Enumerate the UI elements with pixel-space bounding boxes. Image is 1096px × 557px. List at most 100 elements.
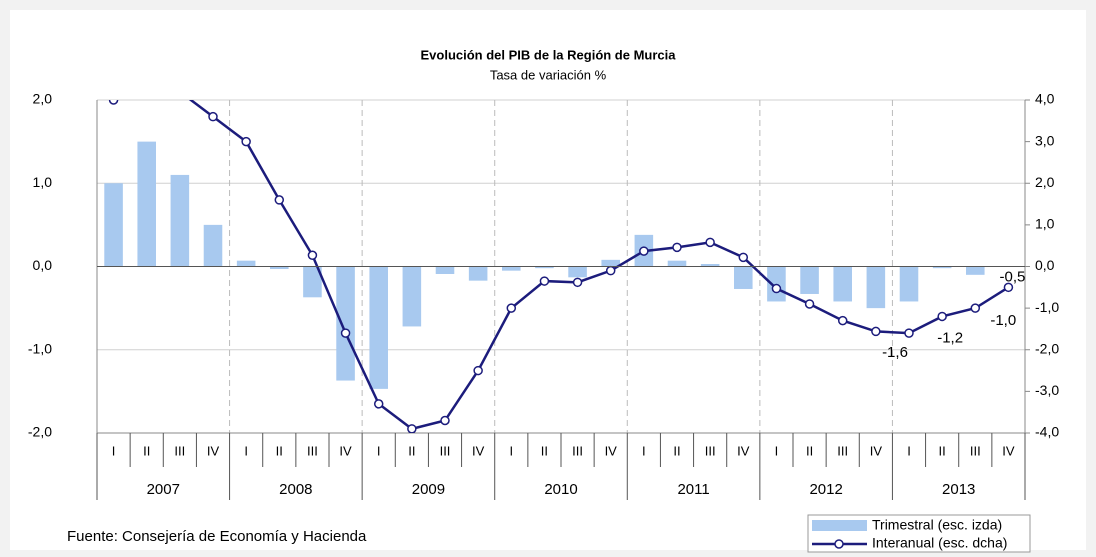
- x-tick-label: III: [174, 443, 185, 458]
- line-marker: [572, 277, 583, 288]
- line-marker: [241, 136, 251, 147]
- bar: [369, 266, 388, 389]
- legend-marker: [834, 539, 844, 549]
- bar: [203, 224, 223, 267]
- line-marker: [639, 246, 649, 256]
- line-marker: [340, 328, 351, 338]
- line-marker: [1003, 282, 1014, 293]
- y-tick-label: 2,0: [33, 91, 53, 107]
- y2-tick-label: 1,0: [1035, 216, 1055, 232]
- bar: [236, 260, 256, 267]
- x-tick-label: IV: [339, 443, 352, 458]
- x-tick-label: I: [775, 443, 779, 458]
- bar: [170, 174, 190, 267]
- x-tick-label: II: [673, 443, 680, 458]
- year-label: 2013: [942, 481, 975, 498]
- bar: [502, 266, 521, 271]
- line-marker: [407, 424, 417, 433]
- x-tick-label: I: [907, 443, 911, 458]
- line-marker: [506, 303, 517, 313]
- x-tick-label: IV: [472, 443, 485, 458]
- year-label: 2009: [412, 481, 445, 498]
- x-tick-label: III: [440, 443, 451, 458]
- bar: [270, 266, 289, 269]
- bar: [899, 266, 919, 302]
- x-tick-label: III: [705, 443, 716, 458]
- line-marker: [771, 283, 782, 294]
- line-marker: [871, 326, 881, 337]
- y-tick-label: 0,0: [33, 257, 53, 273]
- y2-tick-label: -4,0: [1035, 424, 1059, 440]
- bar: [568, 266, 587, 278]
- x-tick-label: IV: [605, 443, 618, 458]
- y2-tick-label: 3,0: [1035, 132, 1055, 148]
- line-marker: [738, 252, 749, 263]
- x-tick-label: II: [939, 443, 946, 458]
- y-tick-label: -2,0: [28, 424, 52, 440]
- legend-swatch: [812, 520, 867, 531]
- chart-title: Evolución del PIB de la Región de Murcia: [421, 47, 677, 62]
- data-label: -1,0: [990, 312, 1016, 329]
- x-tick-label: IV: [207, 443, 220, 458]
- bar: [700, 264, 720, 267]
- bar: [667, 260, 687, 267]
- data-label: -1,6: [882, 344, 908, 361]
- x-tick-label: I: [377, 443, 381, 458]
- x-tick-label: II: [276, 443, 283, 458]
- line-marker: [307, 250, 318, 261]
- bar: [137, 141, 156, 267]
- y-tick-label: 1,0: [33, 174, 53, 190]
- plot: [104, 100, 1014, 433]
- line-marker: [804, 299, 815, 309]
- y-tick-label: -1,0: [28, 340, 52, 356]
- x-tick-label: III: [970, 443, 981, 458]
- line-marker: [605, 265, 616, 276]
- data-label: -1,2: [937, 329, 963, 346]
- year-label: 2008: [279, 481, 312, 498]
- source: Fuente: Consejería de Economía y Haciend…: [67, 528, 367, 545]
- x-tick-label: II: [143, 443, 150, 458]
- bar: [833, 266, 852, 302]
- x-tick-label: I: [509, 443, 513, 458]
- bar: [734, 266, 753, 289]
- y2-tick-label: 4,0: [1035, 91, 1055, 107]
- line-marker: [937, 311, 947, 322]
- x-tick-label: III: [307, 443, 318, 458]
- x-tick-label: III: [837, 443, 848, 458]
- x-tick-label: IV: [737, 443, 750, 458]
- data-label: -0,5: [999, 268, 1025, 285]
- year-label: 2007: [147, 481, 180, 498]
- y2-tick-label: 2,0: [1035, 174, 1055, 190]
- line-marker: [440, 415, 450, 426]
- line-marker: [274, 195, 285, 205]
- line-marker: [904, 328, 914, 338]
- y2-tick-label: -2,0: [1035, 340, 1059, 356]
- line-marker: [373, 399, 384, 409]
- line-marker: [473, 365, 483, 376]
- legend-label: Trimestral (esc. izda): [872, 517, 1002, 533]
- x-tick-label: I: [244, 443, 248, 458]
- legend-label: Interanual (esc. dcha): [872, 535, 1007, 551]
- x-tick-label: IV: [870, 443, 883, 458]
- line-marker: [705, 237, 715, 248]
- y2-tick-label: 0,0: [1035, 257, 1055, 273]
- line-marker: [208, 111, 218, 122]
- year-label: 2012: [809, 481, 842, 498]
- chart-subtitle: Tasa de variación %: [490, 67, 607, 82]
- x-tick-label: II: [408, 443, 415, 458]
- line-marker: [672, 242, 682, 253]
- line-marker: [970, 303, 981, 313]
- bar: [303, 266, 322, 298]
- bar: [601, 259, 620, 267]
- x-tick-label: IV: [1002, 443, 1015, 458]
- x-tick-label: I: [642, 443, 646, 458]
- x-tick-label: II: [541, 443, 548, 458]
- bar: [535, 266, 554, 269]
- bar: [336, 266, 355, 381]
- line-marker: [539, 276, 550, 286]
- bar: [104, 183, 123, 267]
- line-marker: [108, 100, 119, 105]
- x-tick-label: I: [112, 443, 116, 458]
- bar: [866, 266, 886, 309]
